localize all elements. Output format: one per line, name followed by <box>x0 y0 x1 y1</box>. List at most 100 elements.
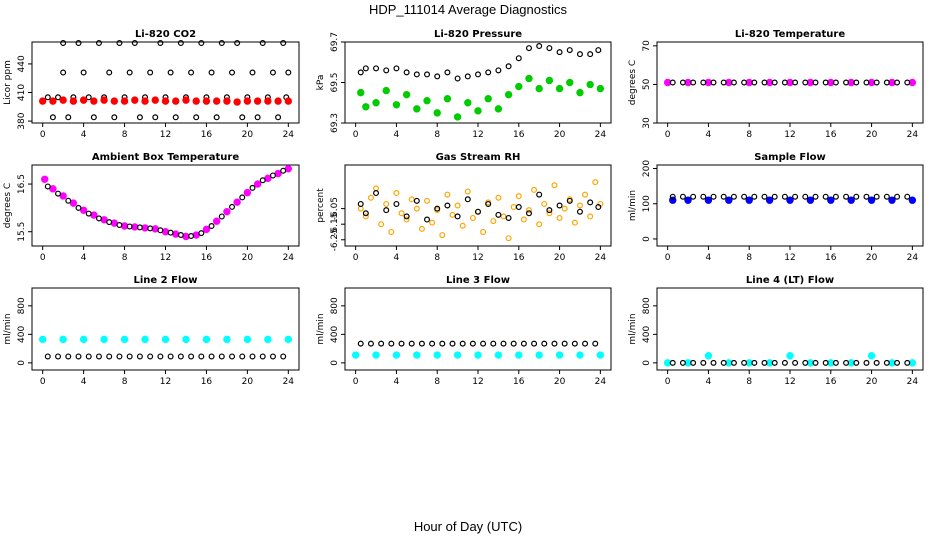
data-point <box>131 39 138 46</box>
data-point <box>111 114 118 121</box>
x-tick-label: 12 <box>784 253 795 263</box>
data-point <box>505 214 512 221</box>
data-point <box>566 78 574 87</box>
data-point <box>576 351 584 359</box>
x-tick-label: 12 <box>472 377 483 387</box>
data-point <box>883 79 890 86</box>
data-point <box>700 193 707 200</box>
x-tick-label: 12 <box>160 130 171 140</box>
data-point <box>684 196 692 204</box>
data-point <box>561 340 568 347</box>
y-tick-label: 380 <box>17 112 27 129</box>
x-tick-label: 4 <box>81 253 87 263</box>
data-point <box>551 340 558 347</box>
data-point <box>867 196 876 204</box>
data-point <box>531 186 538 193</box>
y-tick-label: 0 <box>642 360 652 366</box>
y-tick-label: 440 <box>17 55 27 72</box>
data-point <box>126 353 133 360</box>
data-point <box>556 49 563 56</box>
plot-frame <box>31 41 300 124</box>
y-tick-label: 0 <box>642 236 652 242</box>
data-point <box>177 232 184 239</box>
data-point <box>126 69 133 76</box>
data-point <box>485 200 492 207</box>
x-tick-label: 4 <box>706 130 712 140</box>
data-point <box>423 97 431 105</box>
y-tick-label: 69.3 <box>330 113 340 133</box>
data-point <box>546 207 553 214</box>
data-point <box>556 202 563 209</box>
x-tick-label: 4 <box>706 253 712 263</box>
x-tick-label: 16 <box>201 253 213 263</box>
data-point <box>85 353 92 360</box>
x-tick-label: 24 <box>907 130 919 140</box>
data-point <box>832 193 839 200</box>
data-point <box>167 69 174 76</box>
data-point <box>116 222 123 229</box>
data-point <box>202 335 211 344</box>
data-point <box>515 351 523 359</box>
data-point <box>362 213 369 220</box>
data-point <box>193 114 200 121</box>
panel-title: Line 4 (LT) Flow <box>746 275 834 286</box>
x-tick-label: 20 <box>554 253 566 263</box>
data-point <box>60 69 67 76</box>
x-tick-label: 20 <box>242 130 254 140</box>
data-point <box>576 51 583 58</box>
data-point <box>500 213 507 220</box>
data-point <box>357 69 364 76</box>
data-point <box>531 340 538 347</box>
data-point <box>873 79 880 86</box>
data-point <box>95 39 102 46</box>
data-point <box>402 90 411 99</box>
data-point <box>515 82 523 91</box>
data-point <box>515 55 522 62</box>
data-point <box>566 197 573 204</box>
data-point <box>367 340 374 347</box>
data-point <box>510 204 517 211</box>
x-tick-label: 12 <box>784 130 795 140</box>
panel: Line 4 (LT) Flow 0 4 8 12 16 20 24 0 400 800 ml/min <box>628 275 924 387</box>
data-point <box>44 94 51 101</box>
data-point <box>806 196 815 204</box>
data-point <box>704 352 713 360</box>
data-point <box>79 335 88 344</box>
data-point <box>106 69 113 76</box>
data-point <box>418 340 425 347</box>
data-point <box>182 335 190 344</box>
data-point <box>464 188 471 195</box>
data-point <box>443 95 452 103</box>
panel: Line 3 Flow 0 4 8 12 16 20 24 0 400 800 ml/min <box>316 275 612 387</box>
data-point <box>822 359 829 366</box>
data-point <box>745 196 753 204</box>
y-axis-label: degrees C <box>628 60 638 105</box>
data-point <box>690 193 697 200</box>
data-point <box>253 97 262 105</box>
data-point <box>403 213 410 220</box>
data-point <box>802 359 809 366</box>
x-tick-label: 0 <box>665 253 671 263</box>
data-point <box>188 353 195 360</box>
data-point <box>474 351 482 359</box>
data-point <box>55 353 62 360</box>
data-point <box>888 196 896 204</box>
x-tick-label: 0 <box>40 253 46 263</box>
data-point <box>510 340 517 347</box>
data-point <box>700 359 707 366</box>
data-point <box>725 196 733 204</box>
y-tick-label: 69.5 <box>330 72 340 92</box>
panel: Sample Flow 0 4 8 12 16 20 24 0 100 200 ml/min <box>628 152 924 263</box>
data-point <box>495 194 502 201</box>
data-point <box>576 88 584 97</box>
data-point <box>454 202 461 209</box>
data-point <box>908 196 917 204</box>
data-point <box>398 340 405 347</box>
y-tick-label: 800 <box>330 297 340 314</box>
y-tick-label: 800 <box>17 297 27 314</box>
data-point <box>894 79 901 86</box>
data-point <box>710 79 717 86</box>
data-point <box>515 204 522 211</box>
x-tick-label: 12 <box>472 253 483 263</box>
data-point <box>49 97 57 105</box>
